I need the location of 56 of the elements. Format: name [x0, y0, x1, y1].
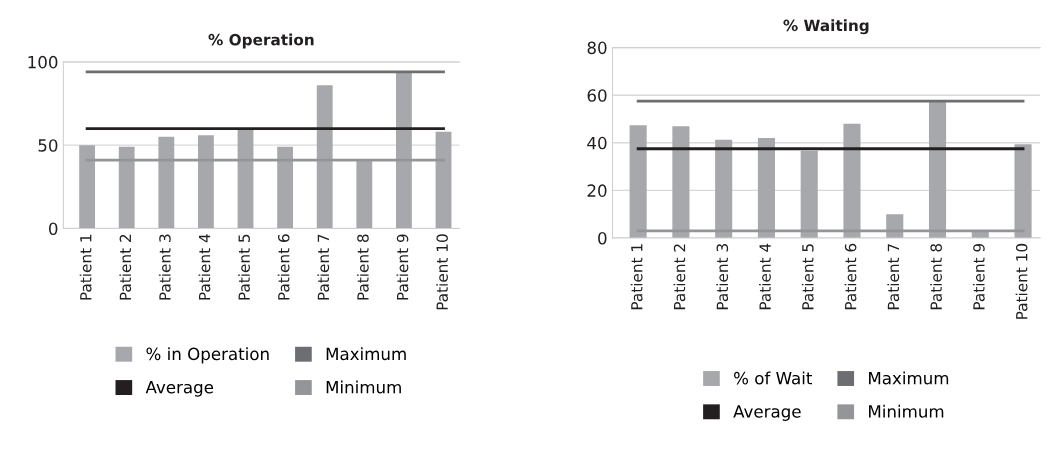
bar: [356, 160, 373, 229]
chart-title: % Operation: [208, 33, 314, 49]
x-tick-label: Patient 7: [887, 244, 900, 310]
y-tick-label: 0: [48, 222, 58, 236]
bar: [198, 135, 214, 229]
bar: [800, 150, 818, 238]
bar: [396, 71, 412, 229]
y-tick-label: 50: [38, 139, 58, 152]
y-tick-label: 0: [598, 231, 607, 245]
legend-label: Maximum: [326, 347, 406, 361]
x-tick-label: Patient 5: [801, 244, 814, 310]
x-tick-label: Patient 3: [716, 244, 729, 310]
x-tick-label: Patient 10: [436, 234, 448, 310]
bar: [79, 145, 96, 229]
legend-label: Average: [733, 405, 801, 421]
bar: [1014, 144, 1032, 238]
x-tick-label: Patient 6: [277, 234, 290, 300]
legend-label: Average: [145, 381, 214, 397]
x-tick-label: Patient 9: [396, 234, 409, 300]
x-tick-label: Patient 9: [972, 243, 985, 310]
x-tick-label: Patient 10: [1015, 243, 1028, 319]
bar: [118, 146, 135, 229]
x-tick-label: Patient 2: [673, 244, 686, 310]
x-tick-label: Patient 5: [238, 234, 250, 300]
chart-title: % Waiting: [783, 19, 869, 35]
x-tick-label: Patient 2: [119, 234, 132, 300]
bar: [928, 101, 947, 238]
y-tick-label: 60: [587, 89, 607, 102]
x-tick-label: Patient 6: [844, 243, 857, 310]
legend-label: Minimum: [869, 404, 944, 418]
x-tick-label: Patient 8: [930, 243, 942, 310]
y-tick-label: 80: [587, 41, 607, 55]
bar: [715, 139, 733, 238]
bar: [672, 126, 690, 238]
y-tick-label: 20: [587, 184, 607, 197]
x-tick-label: Patient 8: [356, 234, 369, 300]
bar: [757, 138, 775, 238]
legend-label: Maximum: [869, 371, 949, 385]
legend-label: Minimum: [326, 380, 401, 394]
x-tick-label: Patient 3: [158, 234, 171, 300]
bar: [237, 128, 254, 229]
x-tick-label: Patient 4: [198, 234, 211, 300]
y-tick-label: 100: [28, 55, 58, 69]
bar: [316, 85, 333, 229]
bar: [843, 123, 861, 238]
bar: [158, 136, 175, 229]
x-tick-label: Patient 1: [79, 234, 92, 300]
x-tick-label: Patient 7: [317, 234, 330, 300]
bar: [277, 146, 294, 229]
x-tick-label: Patient 1: [630, 244, 643, 310]
bar: [629, 125, 647, 238]
x-tick-label: Patient 4: [759, 243, 771, 310]
legend-label: % in Operation: [146, 347, 269, 364]
y-tick-label: 40: [587, 136, 607, 150]
bar: [435, 131, 452, 229]
legend-label: % of Wait: [734, 371, 813, 385]
